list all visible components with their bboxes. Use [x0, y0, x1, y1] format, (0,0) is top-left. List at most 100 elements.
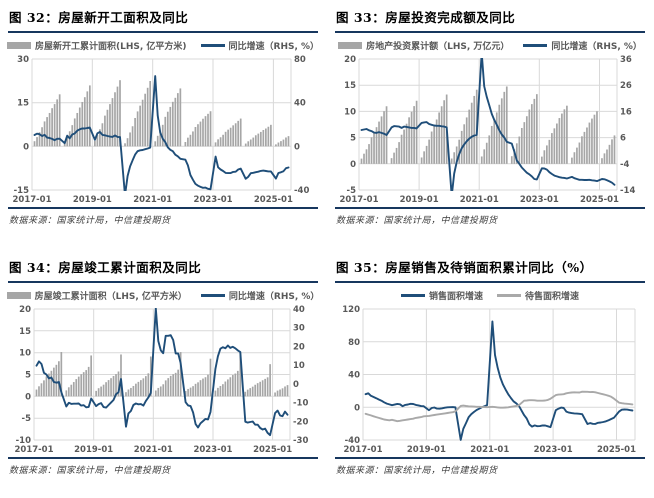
fig35-legend: 销售面积增速 待售面积增速	[335, 289, 645, 302]
svg-text:20: 20	[19, 305, 31, 315]
svg-text:2023-01: 2023-01	[520, 195, 559, 205]
svg-text:-5: -5	[22, 414, 32, 424]
legend-label: 房屋竣工累计面积（LHS, 亿平方米）	[34, 292, 187, 302]
svg-text:40: 40	[293, 305, 305, 315]
svg-text:15: 15	[17, 99, 29, 109]
svg-text:2017-01: 2017-01	[12, 195, 51, 205]
svg-text:0: 0	[293, 380, 299, 390]
svg-text:0: 0	[294, 142, 300, 152]
fig33-title-rule	[335, 31, 645, 33]
svg-text:-10: -10	[293, 399, 308, 409]
svg-text:80: 80	[348, 338, 360, 348]
svg-text:-10: -10	[16, 436, 31, 446]
legend-label: 待售面积增速	[525, 292, 580, 302]
svg-text:40: 40	[348, 371, 360, 381]
svg-text:40: 40	[294, 99, 306, 109]
svg-text:2019-01: 2019-01	[407, 445, 446, 455]
svg-text:2017-01: 2017-01	[14, 445, 53, 455]
svg-text:15: 15	[344, 81, 356, 91]
svg-text:0: 0	[354, 403, 360, 413]
svg-text:30: 30	[17, 55, 29, 65]
svg-text:-30: -30	[293, 436, 308, 446]
svg-text:2023-01: 2023-01	[534, 445, 573, 455]
svg-text:-40: -40	[345, 436, 360, 446]
fig35-source: 数据来源：国家统计局，中信建投期货	[336, 466, 498, 476]
svg-text:80: 80	[294, 55, 306, 65]
fig33-chart: 20 15 10 5 0 -5 36 26 16 6 -4 -14 2017-01 2019-01 2021…	[339, 55, 635, 205]
line-series-swatch	[400, 294, 425, 297]
svg-text:0: 0	[25, 392, 31, 402]
legend-label: 房屋新开工累计面积(LHS, 亿平方米)	[34, 42, 187, 52]
svg-text:5: 5	[350, 134, 356, 144]
fig34-title: 图 34：房屋竣工累计面积及同比	[9, 260, 202, 275]
fig32-title: 图 32：房屋新开工面积及同比	[9, 10, 189, 25]
svg-text:2017-01: 2017-01	[343, 445, 382, 455]
svg-text:2019-01: 2019-01	[400, 195, 439, 205]
fig32-legend: 房屋新开工累计面积(LHS, 亿平方米) 同比增速（RHS, %）	[6, 39, 319, 52]
svg-text:15: 15	[19, 327, 31, 337]
fig32-footer-rule	[8, 207, 318, 209]
fig33-source: 数据来源：国家统计局，中信建投期货	[336, 216, 498, 226]
fig35-title: 图 35：房屋销售及待销面积累计同比（%）	[336, 260, 593, 275]
legend-item: 房屋新开工累计面积(LHS, 亿平方米)	[6, 39, 187, 52]
svg-text:6: 6	[620, 134, 626, 144]
panel-fig33: 图 33：房屋投资完成额及同比 房地产投资累计额（LHS, 万亿元） 同比增速（…	[327, 0, 654, 250]
svg-text:2021-01: 2021-01	[460, 195, 499, 205]
line-series-swatch	[200, 44, 225, 47]
line-series-swatch	[200, 294, 225, 297]
svg-text:10: 10	[19, 349, 31, 359]
svg-text:2021-01: 2021-01	[133, 195, 172, 205]
legend-label: 房地产投资累计额（LHS, 万亿元）	[366, 42, 510, 52]
panel-fig32: 图 32：房屋新开工面积及同比 房屋新开工累计面积(LHS, 亿平方米) 同比增…	[0, 0, 327, 250]
legend-label: 同比增速（RHS, %）	[228, 292, 320, 302]
svg-text:-40: -40	[294, 186, 309, 196]
svg-text:20: 20	[344, 55, 356, 65]
fig34-chart: 20 15 10 5 0 -5 -10 40 30 20 10 0 -10 -20 -30 2017-01 20…	[14, 305, 308, 455]
svg-text:-4: -4	[620, 160, 630, 170]
legend-item: 同比增速（RHS, %）	[200, 289, 320, 302]
fig33-legend: 房地产投资累计额（LHS, 万亿元） 同比增速（RHS, %）	[335, 39, 645, 52]
svg-text:20: 20	[293, 342, 305, 352]
line-series-swatch	[497, 294, 521, 297]
svg-text:10: 10	[293, 361, 305, 371]
svg-text:2019-01: 2019-01	[74, 445, 113, 455]
panel-fig34: 图 34：房屋竣工累计面积及同比 房屋竣工累计面积（LHS, 亿平方米） 同比增…	[0, 250, 327, 498]
fig34-legend: 房屋竣工累计面积（LHS, 亿平方米） 同比增速（RHS, %）	[6, 289, 320, 302]
bar-series-swatch	[338, 42, 363, 49]
svg-text:2025-01: 2025-01	[253, 445, 292, 455]
fig34-source: 数据来源：国家统计局，中信建投期货	[9, 466, 171, 476]
fig32-source: 数据来源：国家统计局，中信建投期货	[9, 216, 171, 226]
legend-item: 同比增速（RHS, %）	[523, 39, 642, 52]
legend-item: 待售面积增速	[497, 289, 579, 302]
fig33-title: 图 33：房屋投资完成额及同比	[336, 10, 516, 25]
svg-text:2021-01: 2021-01	[470, 445, 509, 455]
svg-text:2023-01: 2023-01	[193, 445, 232, 455]
fig32-title-rule	[8, 31, 318, 33]
svg-text:30: 30	[293, 324, 305, 334]
svg-text:-14: -14	[620, 186, 635, 196]
legend-label: 同比增速（RHS, %）	[551, 42, 642, 52]
svg-text:2025-01: 2025-01	[580, 195, 619, 205]
legend-label: 销售面积增速	[428, 292, 483, 302]
svg-text:5: 5	[25, 371, 31, 381]
svg-text:-5: -5	[347, 186, 357, 196]
panel-fig35: 图 35：房屋销售及待销面积累计同比（%） 销售面积增速 待售面积增速 120 8…	[327, 250, 654, 498]
legend-item: 销售面积增速	[400, 289, 483, 302]
fig33-footer-rule	[335, 207, 645, 209]
svg-text:0: 0	[350, 160, 356, 170]
svg-text:2021-01: 2021-01	[134, 445, 173, 455]
fig35-footer-rule	[335, 457, 645, 459]
legend-item: 房屋竣工累计面积（LHS, 亿平方米）	[6, 289, 187, 302]
line-series-swatch	[523, 44, 548, 47]
svg-text:10: 10	[344, 107, 356, 117]
svg-text:16: 16	[620, 107, 632, 117]
svg-text:2025-01: 2025-01	[254, 195, 293, 205]
fig32-chart: 30 15 0 -15 80 40 0 -40 2017-01 2019-01 2021-01 202…	[12, 55, 309, 205]
legend-item: 同比增速（RHS, %）	[200, 39, 319, 52]
fig35-title-rule	[335, 281, 645, 283]
svg-text:-15: -15	[14, 186, 29, 196]
legend-item: 房地产投资累计额（LHS, 万亿元）	[338, 39, 509, 52]
svg-text:2023-01: 2023-01	[194, 195, 233, 205]
